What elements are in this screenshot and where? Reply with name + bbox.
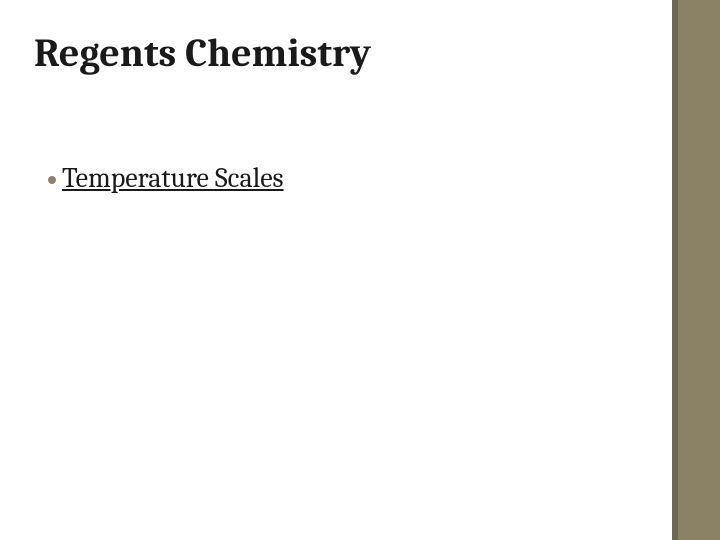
accent-bar-wide	[678, 0, 720, 540]
bullet-dot-icon	[48, 176, 56, 184]
bullet-item: Temperature Scales	[48, 162, 284, 194]
bullet-text: Temperature Scales	[62, 162, 284, 194]
slide: Regents Chemistry Temperature Scales	[0, 0, 720, 540]
accent-bar-narrow	[672, 0, 678, 540]
slide-title: Regents Chemistry	[34, 30, 371, 76]
